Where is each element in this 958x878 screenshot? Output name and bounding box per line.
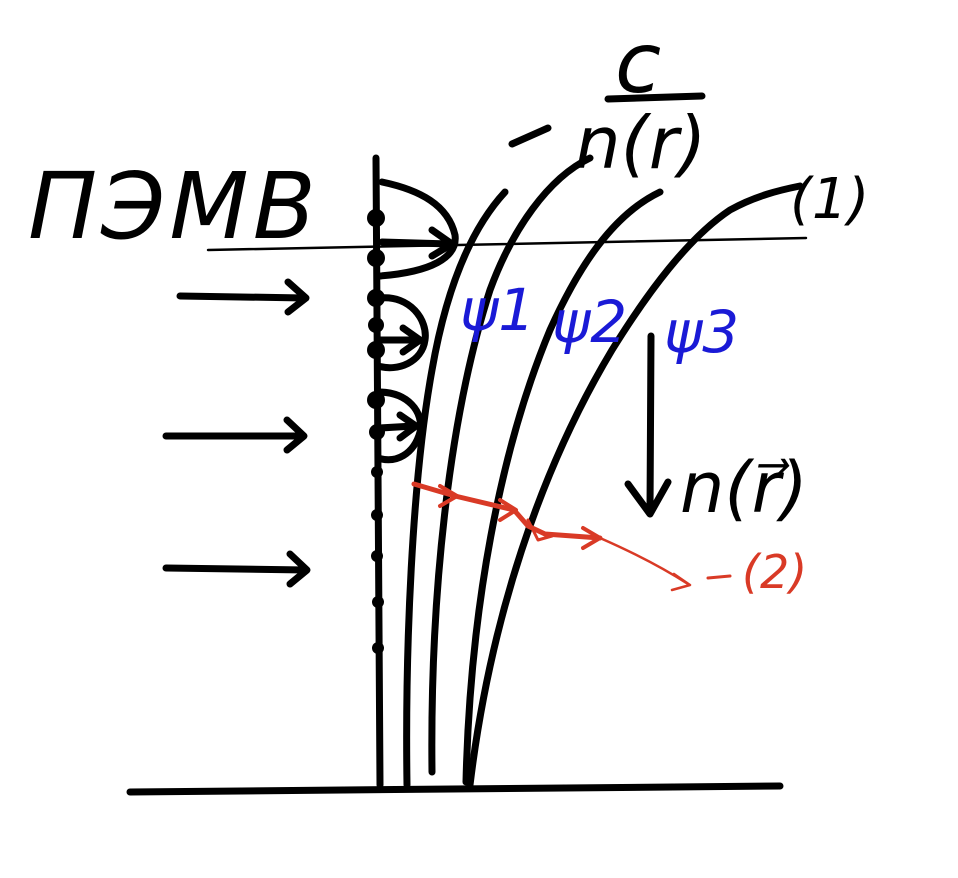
wavelet-arrow-head <box>428 226 456 260</box>
ray-arrow-head <box>498 498 518 522</box>
source-dot <box>367 209 385 227</box>
incident-arrow-head <box>283 416 308 454</box>
wavefront-3 <box>466 182 804 789</box>
source-dot <box>372 642 384 654</box>
incident-arrows <box>162 278 311 588</box>
psi-1-label: ψ1 <box>460 276 535 344</box>
speed-denominator: n(r) <box>575 101 706 185</box>
wavelet <box>376 178 459 280</box>
source-dot <box>371 550 383 562</box>
incident-arrow-head <box>284 278 310 316</box>
gradient-arrow-head <box>624 478 672 518</box>
gradient-arrow <box>646 332 655 516</box>
ray-marker-dash <box>706 574 732 580</box>
curve-marker-1: (1) <box>790 167 869 232</box>
ray-arrow-head <box>581 526 602 550</box>
source-dot <box>371 466 383 478</box>
incident-arrow <box>176 292 309 302</box>
ray-right-angle <box>526 518 554 542</box>
source-dot <box>368 317 384 333</box>
ground-line <box>126 782 784 796</box>
source-dot <box>367 289 385 307</box>
wavelet-arrow <box>376 422 418 432</box>
wavefront-0 <box>403 188 509 789</box>
ray <box>411 481 692 592</box>
ray-arrow-head <box>438 484 459 508</box>
source-dot <box>371 509 383 521</box>
wavelet-arrow-head <box>399 324 424 356</box>
wavelet-arrow-head <box>396 411 420 442</box>
source-dot <box>372 596 384 608</box>
source-dot <box>367 249 385 267</box>
fraction-bar <box>604 92 706 103</box>
wavefronts <box>403 154 804 789</box>
ray-marker-2: (2) <box>742 545 807 599</box>
incident-arrow <box>162 564 310 574</box>
gradient-label: n(r⃗) <box>680 447 808 529</box>
wavelet <box>374 294 429 372</box>
psi-2-label: ψ2 <box>552 288 627 356</box>
ray-arrow-head <box>670 572 692 592</box>
wavefront-1 <box>428 154 594 776</box>
source-dot <box>367 341 385 359</box>
wavelet-arrow <box>378 238 454 248</box>
incident-arrow-head <box>286 550 311 588</box>
ray-path <box>411 481 603 541</box>
leader-stroke <box>508 124 552 148</box>
title-label: ПЭМВ <box>28 153 320 260</box>
psi-3-label: ψ3 <box>664 298 739 366</box>
ray-tail <box>598 536 690 586</box>
wavefront-2 <box>462 188 664 786</box>
